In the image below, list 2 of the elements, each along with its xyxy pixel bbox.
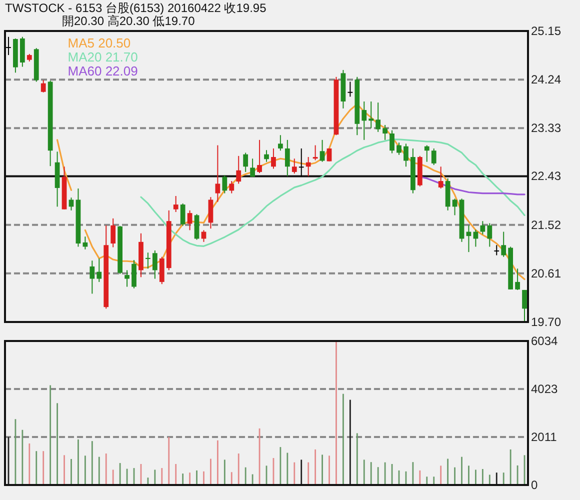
subtitle: 開20.30 高20.30 低19.70 bbox=[62, 14, 195, 28]
title: TWSTOCK - 6153 台股(6153) 20160422 收19.95 bbox=[5, 1, 266, 15]
